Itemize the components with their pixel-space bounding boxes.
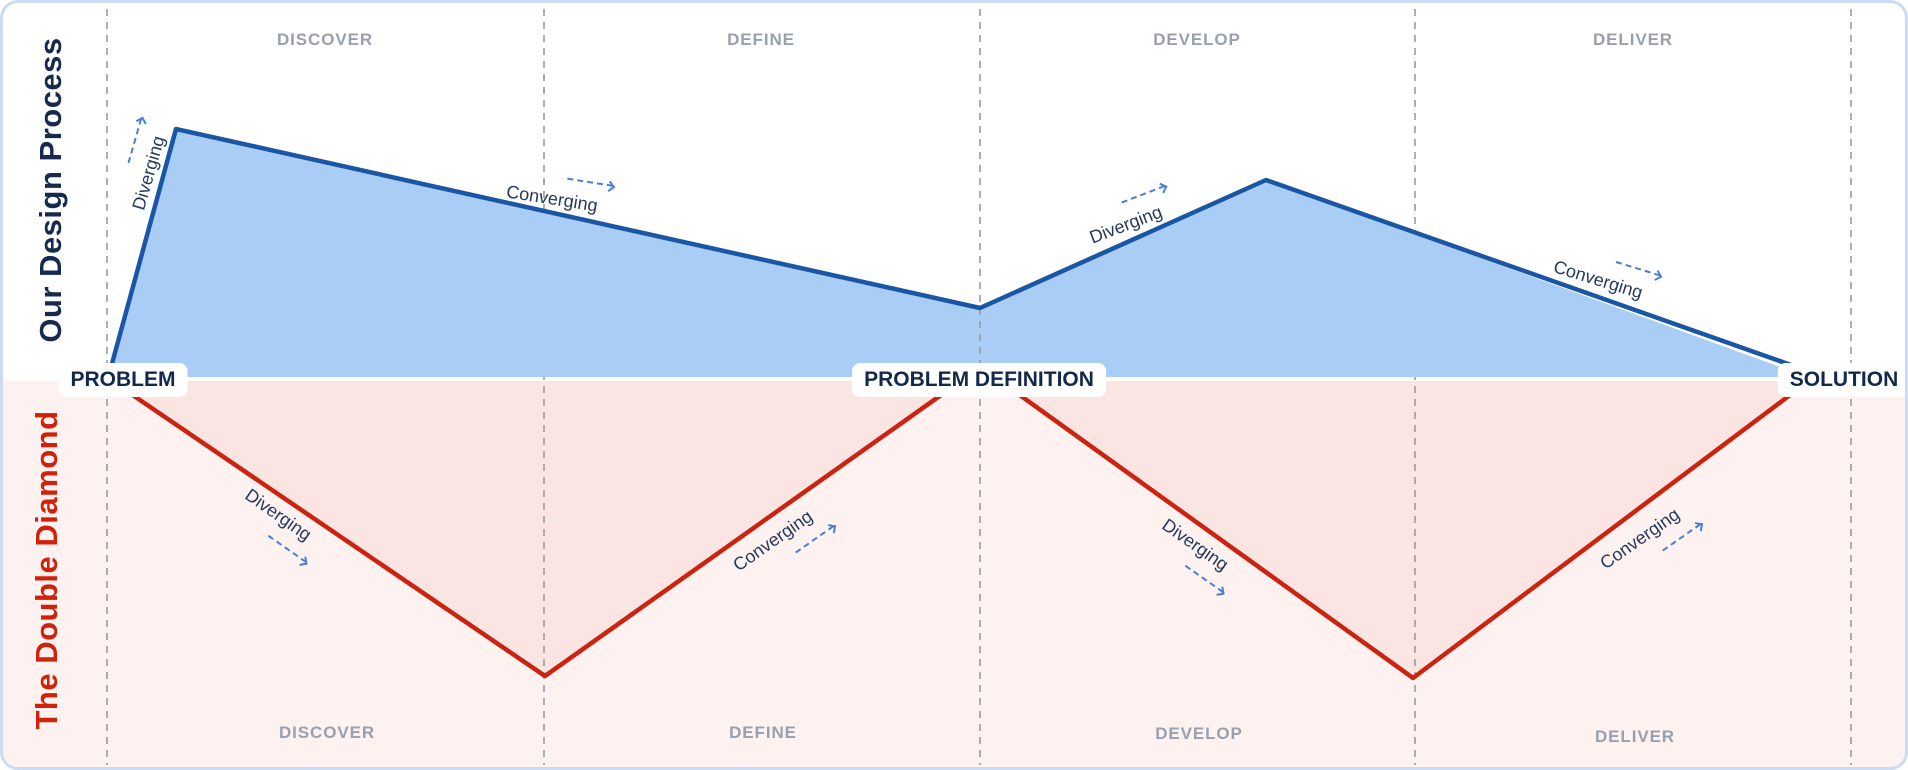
phase-bottom-develop: DEVELOP bbox=[1155, 724, 1243, 743]
phase-bottom-deliver: DELIVER bbox=[1595, 727, 1675, 746]
milestone-solution: SOLUTION bbox=[1777, 363, 1905, 397]
diamond-left-fill bbox=[115, 381, 958, 676]
milestone-problem-definition: PROBLEM DEFINITION bbox=[852, 363, 1106, 397]
milestone-problem: PROBLEM bbox=[58, 363, 188, 397]
phase-bottom-discover: DISCOVER bbox=[279, 723, 375, 742]
design-process-area bbox=[110, 129, 1808, 377]
phase-top-discover: DISCOVER bbox=[277, 30, 373, 49]
title-the-double-diamond: The Double Diamond bbox=[29, 410, 64, 730]
phase-top-deliver: DELIVER bbox=[1593, 30, 1673, 49]
diamond-right-fill bbox=[1003, 381, 1806, 678]
phase-top-develop: DEVELOP bbox=[1153, 30, 1241, 49]
diamond-right-line bbox=[1001, 381, 1808, 681]
diamond-left-line bbox=[113, 381, 960, 679]
design-process-line bbox=[107, 126, 1809, 374]
phase-top-define: DEFINE bbox=[727, 30, 795, 49]
title-our-design-process: Our Design Process bbox=[33, 37, 68, 343]
diagram-shapes bbox=[106, 9, 1852, 765]
phase-bottom-define: DEFINE bbox=[729, 723, 797, 742]
